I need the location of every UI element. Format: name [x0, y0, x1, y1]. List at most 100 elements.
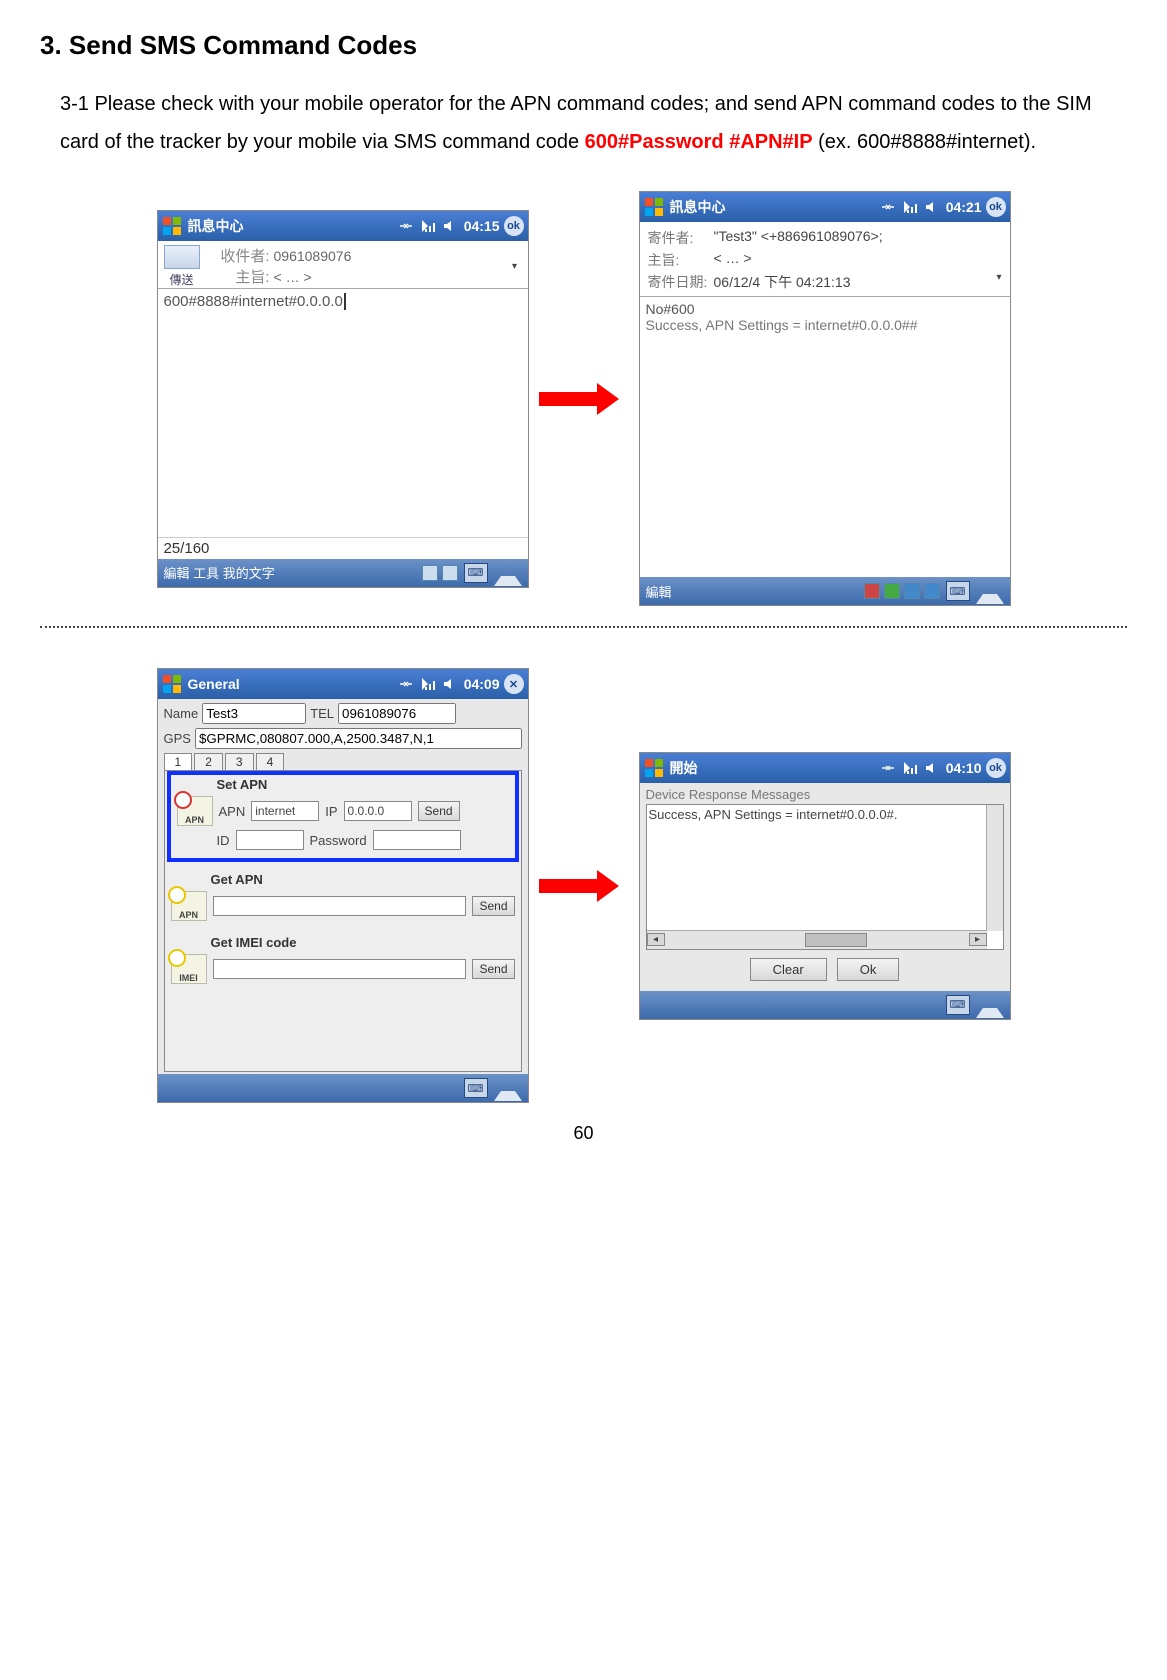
- signal-icon: [420, 218, 436, 234]
- tab-2[interactable]: 2: [194, 753, 223, 770]
- keyboard-icon[interactable]: ⌨: [946, 995, 970, 1015]
- start-icon[interactable]: [162, 674, 182, 694]
- scrollbar-horizontal[interactable]: ◂ ▸: [647, 930, 987, 949]
- get-imei-title: Get IMEI code: [211, 935, 515, 950]
- name-label: Name: [164, 706, 199, 721]
- status-icons: 04:10: [880, 760, 982, 776]
- connection-icon: [880, 199, 896, 215]
- dropdown-icon[interactable]: ▾: [996, 272, 1001, 292]
- bottom-bar: 編輯 ⌨: [640, 577, 1010, 605]
- clock-time: 04:09: [464, 676, 500, 692]
- send-envelope-button[interactable]: 傳送: [162, 245, 202, 288]
- ok-button[interactable]: ok: [986, 197, 1006, 217]
- get-apn-input[interactable]: [213, 896, 467, 916]
- up-arrow-icon[interactable]: [976, 580, 1004, 604]
- ok-button[interactable]: ok: [986, 758, 1006, 778]
- send-apn-button[interactable]: Send: [418, 801, 460, 821]
- keyboard-icon[interactable]: ⌨: [946, 581, 970, 601]
- reply-icon[interactable]: [864, 583, 880, 599]
- red-arrow-icon: [539, 388, 629, 410]
- id-input[interactable]: [236, 830, 304, 850]
- status-icons: 04:15: [398, 218, 500, 234]
- phone-response: 開始 04:10 ok Device Response Messages Suc…: [639, 752, 1011, 1020]
- bottom-bar: 編輯 工具 我的文字 ⌨: [158, 559, 528, 587]
- tel-input[interactable]: [338, 703, 456, 724]
- password-input[interactable]: [373, 830, 461, 850]
- get-apn-section: Get APN APN Send: [165, 866, 521, 929]
- bottom-menu-text[interactable]: 編輯 工具 我的文字: [164, 563, 416, 582]
- message-body[interactable]: 600#8888#internet#0.0.0.0: [158, 288, 528, 537]
- titlebar: 訊息中心 04:15 ok: [158, 211, 528, 241]
- clear-button[interactable]: Clear: [750, 958, 827, 981]
- screenshot-row-2: General 04:09 ✕ Name TEL GPS 1 2: [40, 668, 1127, 1103]
- clock-time: 04:10: [946, 760, 982, 776]
- ok-button[interactable]: ok: [504, 216, 524, 236]
- keyboard-icon[interactable]: ⌨: [464, 563, 488, 583]
- phone-compose-sms: 訊息中心 04:15 ok 傳送 收件者: 0961089076: [157, 210, 529, 588]
- titlebar: 開始 04:10 ok: [640, 753, 1010, 783]
- response-header: Device Response Messages: [646, 787, 1004, 802]
- scroll-thumb[interactable]: [805, 933, 867, 947]
- tab-4[interactable]: 4: [256, 753, 285, 770]
- response-listbox[interactable]: Success, APN Settings = internet#0.0.0.0…: [646, 804, 1004, 950]
- up-arrow-icon[interactable]: [494, 1077, 522, 1101]
- phone-general-config: General 04:09 ✕ Name TEL GPS 1 2: [157, 668, 529, 1103]
- window-title: 開始: [670, 758, 880, 778]
- speaker-icon: [442, 218, 458, 234]
- tel-label: TEL: [310, 706, 334, 721]
- message-text: 600#8888#internet#0.0.0.0: [164, 293, 346, 310]
- ip-label: IP: [325, 804, 337, 819]
- up-arrow-icon[interactable]: [976, 994, 1004, 1018]
- up-arrow-icon[interactable]: [494, 562, 522, 586]
- name-input[interactable]: [202, 703, 306, 724]
- tab-3[interactable]: 3: [225, 753, 254, 770]
- apn-set-icon: APN: [177, 796, 213, 826]
- scroll-right-icon[interactable]: ▸: [969, 933, 987, 946]
- response-line-1: No#600: [646, 301, 1004, 317]
- speaker-icon: [442, 676, 458, 692]
- scrollbar-vertical[interactable]: [986, 805, 1003, 931]
- ip-input[interactable]: [344, 801, 412, 821]
- attachment-icon[interactable]: [422, 565, 438, 581]
- gps-label: GPS: [164, 731, 191, 746]
- signal-icon: [420, 676, 436, 692]
- gps-input[interactable]: [195, 728, 522, 749]
- prev-icon[interactable]: [904, 583, 920, 599]
- get-imei-send-button[interactable]: Send: [472, 959, 514, 979]
- tab-1[interactable]: 1: [164, 753, 193, 770]
- subject-value[interactable]: < … >: [274, 269, 312, 285]
- id-label: ID: [217, 833, 230, 848]
- close-button[interactable]: ✕: [504, 674, 524, 694]
- get-apn-send-button[interactable]: Send: [472, 896, 514, 916]
- tab-panel: Set APN APN APN IP Send ID Password: [164, 770, 522, 1072]
- set-apn-title: Set APN: [217, 777, 509, 792]
- apn-get-icon: APN: [171, 891, 207, 921]
- apn-input[interactable]: [251, 801, 319, 821]
- received-body: No#600 Success, APN Settings = internet#…: [640, 296, 1010, 577]
- date-value: 06/12/4 下午 04:21:13: [714, 272, 851, 292]
- bottom-menu-text[interactable]: 編輯: [646, 582, 858, 601]
- record-icon[interactable]: [442, 565, 458, 581]
- start-icon[interactable]: [644, 197, 664, 217]
- next-icon[interactable]: [924, 583, 940, 599]
- start-icon[interactable]: [162, 216, 182, 236]
- keyboard-icon[interactable]: ⌨: [464, 1078, 488, 1098]
- recipient-value[interactable]: 0961089076: [274, 248, 352, 264]
- clock-time: 04:21: [946, 199, 982, 215]
- start-icon[interactable]: [644, 758, 664, 778]
- para-suffix: (ex. 600#8888#internet).: [813, 131, 1037, 153]
- get-imei-section: Get IMEI code IMEI Send: [165, 929, 521, 992]
- ok-dialog-button[interactable]: Ok: [837, 958, 900, 981]
- paragraph-3-1: 3-1 Please check with your mobile operat…: [60, 85, 1127, 161]
- scroll-left-icon[interactable]: ◂: [647, 933, 665, 946]
- reply-all-icon[interactable]: [884, 583, 900, 599]
- speaker-icon: [924, 760, 940, 776]
- password-label: Password: [310, 833, 367, 848]
- section-heading: 3. Send SMS Command Codes: [40, 30, 1127, 61]
- speaker-icon: [924, 199, 940, 215]
- dropdown-icon[interactable]: ▾: [506, 258, 524, 274]
- window-title: General: [188, 676, 398, 692]
- get-apn-title: Get APN: [211, 872, 515, 887]
- get-imei-input[interactable]: [213, 959, 467, 979]
- apn-label: APN: [219, 804, 246, 819]
